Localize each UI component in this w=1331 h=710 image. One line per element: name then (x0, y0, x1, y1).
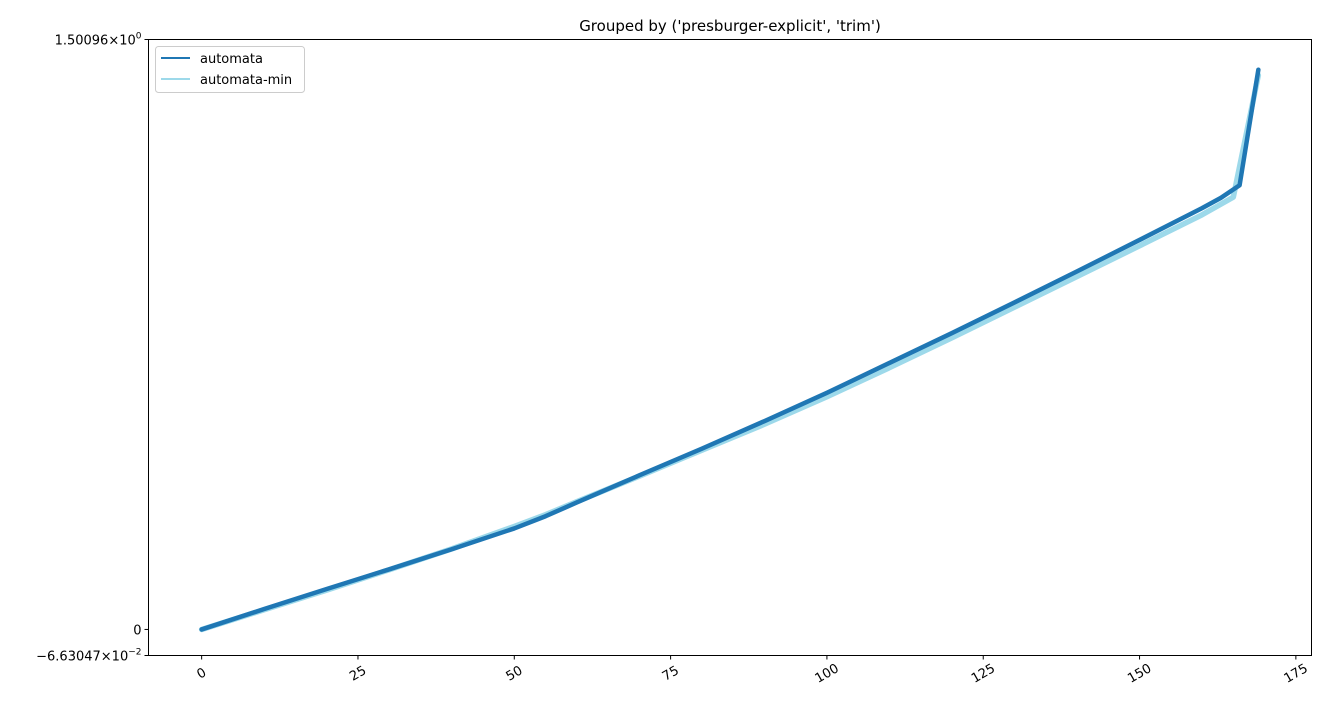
chart-title: Grouped by ('presburger-explicit', 'trim… (579, 17, 881, 35)
legend: automata automata-min (155, 46, 305, 93)
y-axis: 1.50096×100 0 −6.63047×10−2 (36, 32, 149, 665)
x-tick-label: 150 (1125, 661, 1154, 686)
series-line-automata-min (198, 72, 1262, 633)
y-tick-label: 1.50096×100 (55, 32, 142, 49)
x-tick-label: 175 (1282, 661, 1311, 686)
series-line-automata (199, 67, 1261, 632)
x-tick-label: 25 (347, 663, 369, 684)
y-tick-label: 0 (133, 623, 141, 638)
plot-lines (198, 67, 1262, 633)
x-tick-label: 0 (195, 665, 210, 682)
plot-frame (148, 39, 1312, 656)
y-tick-label: −6.63047×10−2 (36, 648, 141, 665)
x-axis: 0 25 50 75 100 125 150 175 (195, 655, 1311, 687)
legend-box (155, 46, 305, 93)
x-tick-label: 125 (969, 661, 998, 686)
legend-label-automata-min: automata-min (200, 73, 292, 88)
legend-label-automata: automata (200, 52, 263, 67)
x-tick-label: 50 (504, 663, 526, 684)
x-tick-label: 100 (813, 661, 842, 686)
x-tick-label: 75 (660, 663, 682, 684)
